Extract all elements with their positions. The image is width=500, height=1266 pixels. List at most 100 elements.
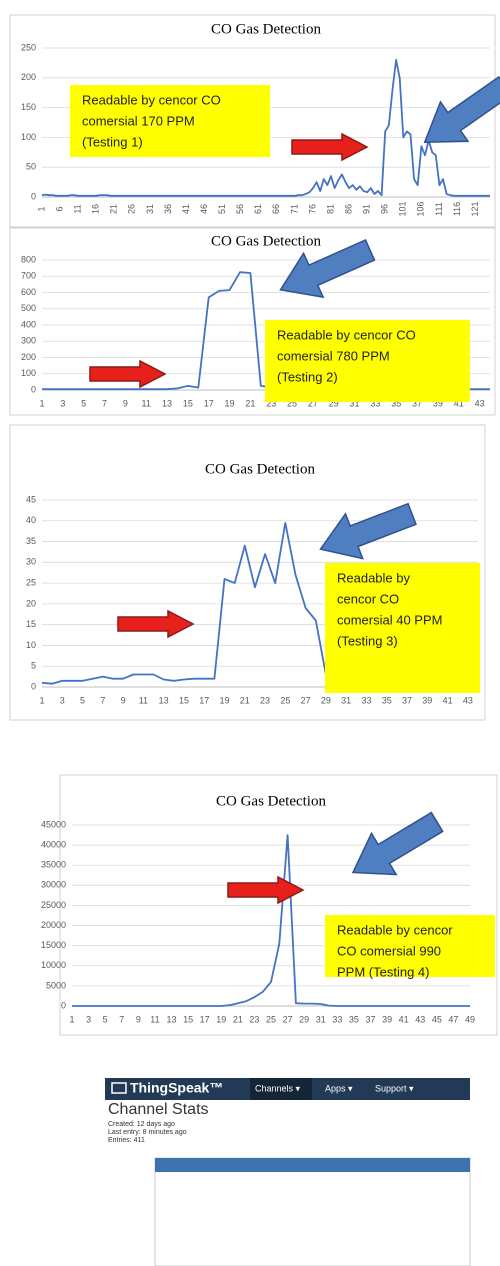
y-tick-label: 500 xyxy=(21,303,36,313)
x-tick-label: 61 xyxy=(253,204,263,214)
chart-title: CO Gas Detection xyxy=(211,21,321,37)
x-tick-label: 31 xyxy=(341,695,351,705)
y-tick-label: 0 xyxy=(31,681,36,691)
x-tick-label: 56 xyxy=(235,204,245,214)
card-header xyxy=(155,1158,470,1172)
x-tick-label: 19 xyxy=(220,695,230,705)
y-tick-label: 150 xyxy=(21,102,36,112)
x-tick-label: 37 xyxy=(365,1014,375,1024)
x-tick-label: 96 xyxy=(380,204,390,214)
x-tick-label: 121 xyxy=(470,201,480,216)
y-tick-label: 50 xyxy=(26,162,36,172)
y-tick-label: 100 xyxy=(21,132,36,142)
y-tick-label: 800 xyxy=(21,254,36,264)
y-tick-label: 10000 xyxy=(41,960,66,970)
y-tick-label: 15000 xyxy=(41,940,66,950)
x-tick-label: 49 xyxy=(465,1014,475,1024)
annotation-text: Readable by xyxy=(337,570,410,585)
x-tick-label: 1 xyxy=(39,398,44,408)
x-tick-label: 3 xyxy=(86,1014,91,1024)
x-tick-label: 9 xyxy=(123,398,128,408)
x-tick-label: 15 xyxy=(179,695,189,705)
x-tick-label: 27 xyxy=(283,1014,293,1024)
nav-item[interactable]: Channels ▾ xyxy=(255,1083,301,1093)
annotation-text: comersial 40 PPM xyxy=(337,612,442,627)
x-tick-label: 1 xyxy=(39,695,44,705)
x-tick-label: 39 xyxy=(422,695,432,705)
x-tick-label: 11 xyxy=(73,204,83,213)
x-tick-label: 31 xyxy=(145,204,155,214)
x-tick-label: 101 xyxy=(398,201,408,216)
x-tick-label: 21 xyxy=(233,1014,243,1024)
page-title: Channel Stats xyxy=(108,1101,209,1118)
y-tick-label: 0 xyxy=(31,191,36,201)
x-tick-label: 71 xyxy=(289,204,299,214)
x-tick-label: 11 xyxy=(150,1014,159,1024)
x-tick-label: 21 xyxy=(245,398,255,408)
y-tick-label: 30000 xyxy=(41,880,66,890)
x-tick-label: 21 xyxy=(240,695,250,705)
y-tick-label: 45 xyxy=(26,494,36,504)
chart-title: CO Gas Detection xyxy=(211,233,321,249)
annotation-text: (Testing 2) xyxy=(277,369,338,384)
x-tick-label: 7 xyxy=(119,1014,124,1024)
page: CO Gas Detection050100150200250161116212… xyxy=(0,0,500,1266)
x-tick-label: 106 xyxy=(416,201,426,216)
x-tick-label: 13 xyxy=(162,398,172,408)
x-tick-label: 43 xyxy=(463,695,473,705)
y-tick-label: 25 xyxy=(26,577,36,587)
x-tick-label: 17 xyxy=(204,398,214,408)
y-tick-label: 35 xyxy=(26,536,36,546)
x-tick-label: 45 xyxy=(432,1014,442,1024)
stat: Entries: 411 xyxy=(108,1137,145,1144)
annotation-text: (Testing 1) xyxy=(82,134,143,149)
x-tick-label: 29 xyxy=(321,695,331,705)
x-tick-label: 1 xyxy=(36,206,46,211)
frames xyxy=(10,15,497,1035)
annotation-text: comersial 170 PPM xyxy=(82,113,195,128)
x-tick-label: 11 xyxy=(142,398,151,408)
x-tick-label: 11 xyxy=(139,695,148,705)
x-tick-label: 13 xyxy=(166,1014,176,1024)
x-tick-label: 27 xyxy=(301,695,311,705)
x-tick-label: 13 xyxy=(159,695,169,705)
x-tick-label: 116 xyxy=(452,202,462,216)
y-tick-label: 200 xyxy=(21,352,36,362)
x-tick-label: 36 xyxy=(163,204,173,214)
y-tick-label: 10 xyxy=(26,640,36,650)
nav-item[interactable]: Support ▾ xyxy=(375,1083,414,1093)
y-tick-label: 20 xyxy=(26,598,36,608)
brand[interactable]: ThingSpeak™ xyxy=(130,1080,223,1096)
x-tick-label: 86 xyxy=(343,204,353,214)
x-tick-label: 43 xyxy=(415,1014,425,1024)
y-tick-label: 5 xyxy=(31,661,36,671)
x-tick-label: 66 xyxy=(271,204,281,214)
x-tick-label: 43 xyxy=(475,398,485,408)
x-tick-label: 35 xyxy=(382,695,392,705)
y-tick-label: 300 xyxy=(21,336,36,346)
x-tick-label: 51 xyxy=(217,204,227,214)
y-tick-label: 15 xyxy=(26,619,36,629)
x-tick-label: 3 xyxy=(60,695,65,705)
x-tick-label: 17 xyxy=(199,695,209,705)
x-tick-label: 7 xyxy=(100,695,105,705)
x-tick-label: 111 xyxy=(434,202,444,216)
y-tick-label: 40000 xyxy=(41,839,66,849)
x-tick-label: 19 xyxy=(216,1014,226,1024)
x-tick-label: 23 xyxy=(249,1014,259,1024)
x-tick-label: 15 xyxy=(183,1014,193,1024)
x-tick-label: 39 xyxy=(382,1014,392,1024)
y-tick-label: 0 xyxy=(31,384,36,394)
x-tick-label: 25 xyxy=(266,1014,276,1024)
thingspeak: ThingSpeak™ Channels ▾ Apps ▾ Support ▾ … xyxy=(105,1078,470,1266)
x-tick-label: 19 xyxy=(225,398,235,408)
annotation-text: cencor CO xyxy=(337,591,399,606)
nav-item[interactable]: Apps ▾ xyxy=(325,1083,353,1093)
stat: Created: 12 days ago xyxy=(108,1121,175,1128)
annotation-text: comersial 780 PPM xyxy=(277,348,390,363)
x-tick-label: 15 xyxy=(183,398,193,408)
x-tick-label: 76 xyxy=(307,204,317,214)
annotation-text: PPM (Testing 4) xyxy=(337,964,429,979)
x-tick-label: 3 xyxy=(60,398,65,408)
x-tick-label: 29 xyxy=(299,1014,309,1024)
